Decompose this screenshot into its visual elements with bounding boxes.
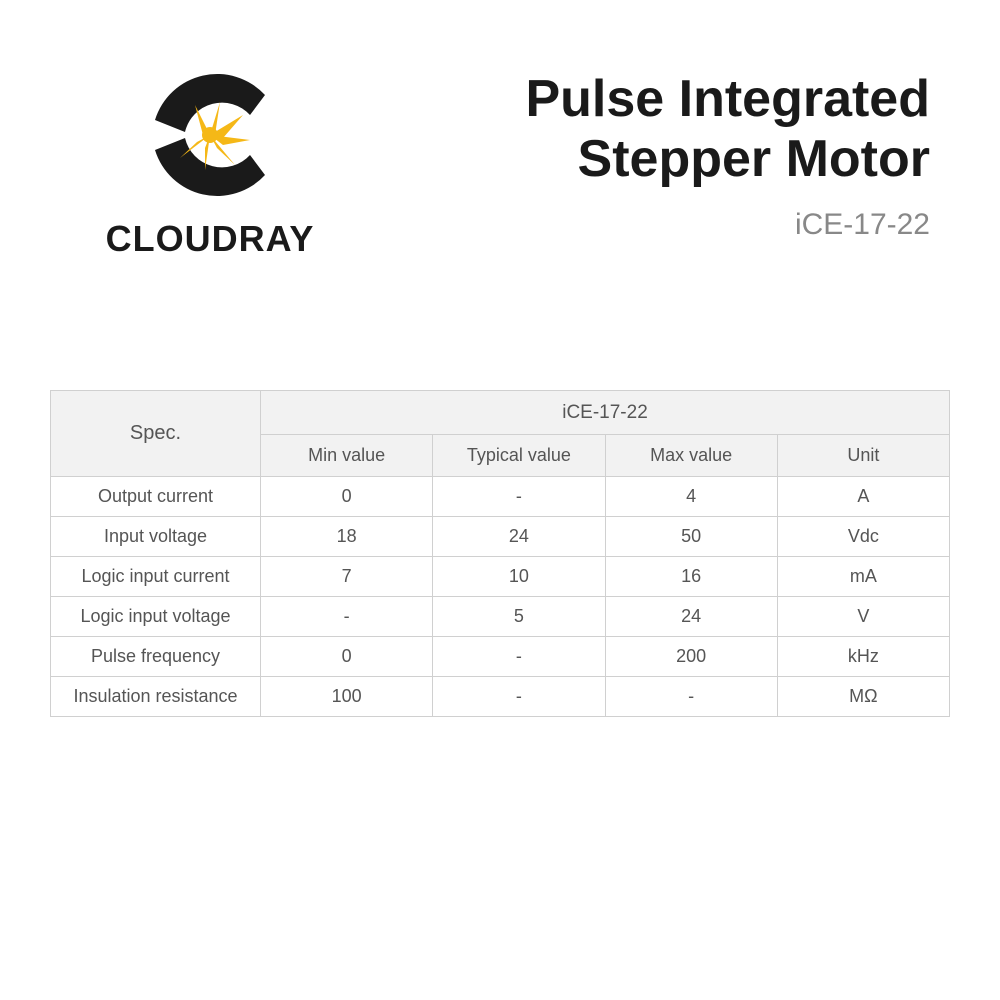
- cell-typ: 10: [433, 557, 605, 597]
- row-label: Pulse frequency: [51, 637, 261, 677]
- row-label: Logic input voltage: [51, 597, 261, 637]
- cell-min: 0: [261, 637, 433, 677]
- col-typ: Typical value: [433, 435, 605, 477]
- cell-typ: -: [433, 677, 605, 717]
- cell-typ: -: [433, 637, 605, 677]
- row-label: Insulation resistance: [51, 677, 261, 717]
- cell-min: 0: [261, 477, 433, 517]
- model-header-cell: iCE-17-22: [261, 391, 950, 435]
- table-row: Pulse frequency 0 - 200 kHz: [51, 637, 950, 677]
- spec-header-cell: Spec.: [51, 391, 261, 477]
- brand-name: Cloudray: [106, 218, 315, 260]
- table-row: Logic input voltage - 5 24 V: [51, 597, 950, 637]
- brand-logo-icon: [125, 60, 295, 210]
- table-row: Input voltage 18 24 50 Vdc: [51, 517, 950, 557]
- cell-unit: MΩ: [777, 677, 949, 717]
- spec-table-container: Spec. iCE-17-22 Min value Typical value …: [0, 390, 1000, 717]
- cell-max: 16: [605, 557, 777, 597]
- cell-typ: -: [433, 477, 605, 517]
- cell-typ: 24: [433, 517, 605, 557]
- cell-max: -: [605, 677, 777, 717]
- cell-min: 7: [261, 557, 433, 597]
- cell-max: 200: [605, 637, 777, 677]
- header: Cloudray Pulse Integrated Stepper Motor …: [0, 0, 1000, 260]
- table-row: Output current 0 - 4 A: [51, 477, 950, 517]
- row-label: Input voltage: [51, 517, 261, 557]
- cell-typ: 5: [433, 597, 605, 637]
- cell-unit: kHz: [777, 637, 949, 677]
- col-min: Min value: [261, 435, 433, 477]
- table-row: Logic input current 7 10 16 mA: [51, 557, 950, 597]
- table-row: Insulation resistance 100 - - MΩ: [51, 677, 950, 717]
- cell-min: -: [261, 597, 433, 637]
- logo-block: Cloudray: [100, 60, 320, 260]
- cell-unit: A: [777, 477, 949, 517]
- cell-max: 50: [605, 517, 777, 557]
- model-number: iCE-17-22: [525, 208, 930, 242]
- col-max: Max value: [605, 435, 777, 477]
- row-label: Logic input current: [51, 557, 261, 597]
- cell-unit: V: [777, 597, 949, 637]
- cell-max: 24: [605, 597, 777, 637]
- title-line-2: Stepper Motor: [525, 130, 930, 190]
- cell-max: 4: [605, 477, 777, 517]
- cell-unit: Vdc: [777, 517, 949, 557]
- title-block: Pulse Integrated Stepper Motor iCE-17-22: [525, 60, 930, 242]
- cell-unit: mA: [777, 557, 949, 597]
- spec-table: Spec. iCE-17-22 Min value Typical value …: [50, 390, 950, 717]
- title-line-1: Pulse Integrated: [525, 70, 930, 130]
- row-label: Output current: [51, 477, 261, 517]
- cell-min: 18: [261, 517, 433, 557]
- cell-min: 100: [261, 677, 433, 717]
- col-unit: Unit: [777, 435, 949, 477]
